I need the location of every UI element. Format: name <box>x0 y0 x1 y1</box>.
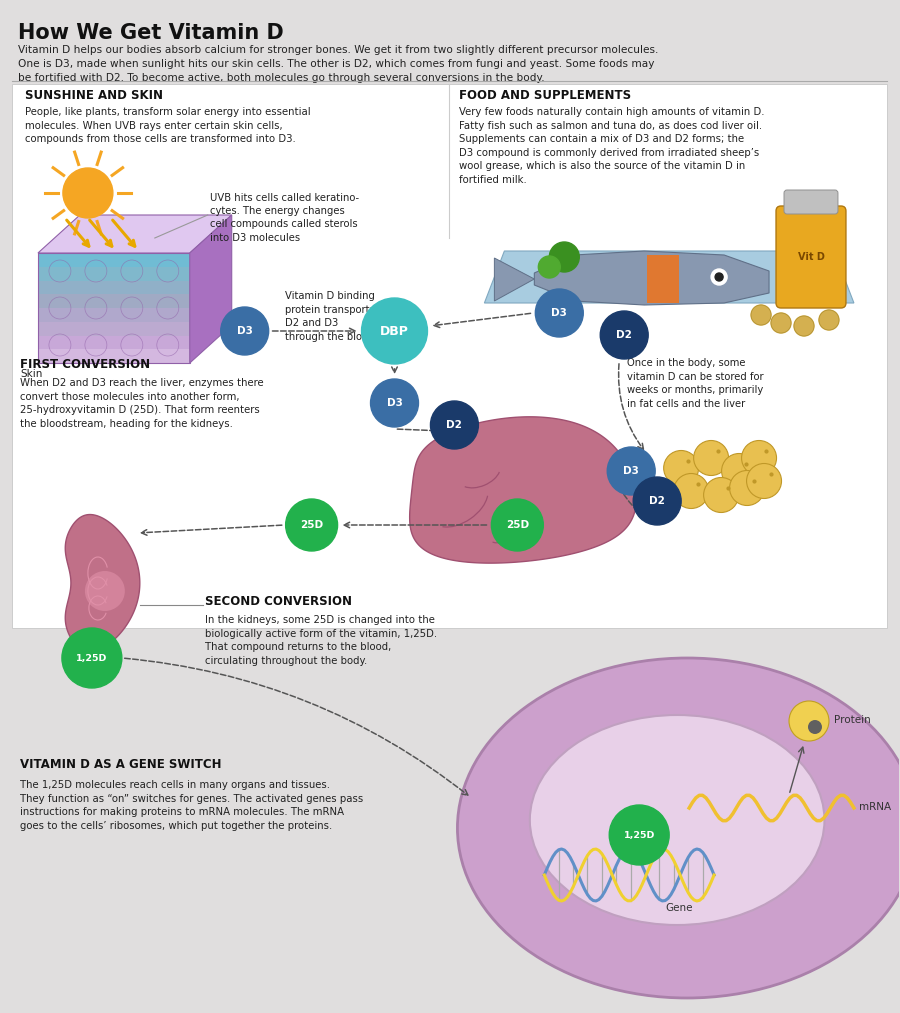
Ellipse shape <box>530 715 824 925</box>
Text: 25D: 25D <box>300 520 323 530</box>
Text: Vit D: Vit D <box>797 252 824 262</box>
Polygon shape <box>38 308 190 322</box>
Text: Very few foods naturally contain high amounts of vitamin D.
Fatty fish such as s: Very few foods naturally contain high am… <box>459 107 765 185</box>
Circle shape <box>716 272 723 281</box>
Circle shape <box>747 464 781 498</box>
Circle shape <box>771 313 791 333</box>
Circle shape <box>808 720 822 734</box>
Text: 25D: 25D <box>506 520 529 530</box>
Circle shape <box>549 242 580 272</box>
Text: People, like plants, transform solar energy into essential
molecules. When UVB r: People, like plants, transform solar ene… <box>25 107 310 144</box>
Text: How We Get Vitamin D: How We Get Vitamin D <box>18 23 284 43</box>
Text: D3: D3 <box>552 308 567 318</box>
Polygon shape <box>38 281 190 294</box>
Polygon shape <box>38 349 190 363</box>
Text: Vitamin D helps our bodies absorb calcium for stronger bones. We get it from two: Vitamin D helps our bodies absorb calciu… <box>18 45 659 83</box>
Circle shape <box>752 305 771 325</box>
Polygon shape <box>38 335 190 349</box>
Circle shape <box>608 447 655 495</box>
FancyBboxPatch shape <box>776 206 846 308</box>
Circle shape <box>491 499 544 551</box>
Circle shape <box>634 477 681 525</box>
Polygon shape <box>38 322 190 335</box>
Circle shape <box>711 269 727 285</box>
Polygon shape <box>38 266 190 281</box>
Circle shape <box>538 256 561 278</box>
Circle shape <box>536 289 583 337</box>
Text: In the kidneys, some 25D is changed into the
biologically active form of the vit: In the kidneys, some 25D is changed into… <box>204 615 436 666</box>
Text: The 1,25D molecules reach cells in many organs and tissues.
They function as “on: The 1,25D molecules reach cells in many … <box>20 780 364 831</box>
Circle shape <box>430 401 479 449</box>
Text: Gene: Gene <box>665 903 693 913</box>
Text: D3: D3 <box>237 326 253 336</box>
Circle shape <box>704 477 739 513</box>
Circle shape <box>722 454 757 488</box>
Text: D2: D2 <box>616 330 632 340</box>
Text: FOOD AND SUPPLEMENTS: FOOD AND SUPPLEMENTS <box>459 89 632 102</box>
Text: mRNA: mRNA <box>859 802 891 812</box>
Text: SECOND CONVERSION: SECOND CONVERSION <box>204 595 352 608</box>
Text: Vitamin D binding
protein transports
D2 and D3
through the blood: Vitamin D binding protein transports D2 … <box>284 291 374 341</box>
Text: When D2 and D3 reach the liver, enzymes there
convert those molecules into anoth: When D2 and D3 reach the liver, enzymes … <box>20 378 264 428</box>
FancyBboxPatch shape <box>12 84 886 628</box>
Circle shape <box>371 379 418 427</box>
Text: 1,25D: 1,25D <box>76 653 108 663</box>
Text: FIRST CONVERSION: FIRST CONVERSION <box>20 358 150 371</box>
Text: D2: D2 <box>446 420 463 430</box>
FancyBboxPatch shape <box>784 190 838 214</box>
Circle shape <box>742 441 777 475</box>
Polygon shape <box>647 255 680 303</box>
Text: D3: D3 <box>387 398 402 408</box>
Polygon shape <box>535 251 769 305</box>
Polygon shape <box>38 215 231 253</box>
Circle shape <box>794 316 814 336</box>
Circle shape <box>694 441 729 475</box>
Circle shape <box>600 311 648 359</box>
Polygon shape <box>38 294 190 308</box>
Circle shape <box>789 701 829 741</box>
Circle shape <box>362 298 428 364</box>
Circle shape <box>285 499 338 551</box>
Text: D2: D2 <box>649 496 665 506</box>
Text: Skin: Skin <box>20 369 42 379</box>
Polygon shape <box>38 253 190 266</box>
Circle shape <box>663 451 698 485</box>
Text: Once in the body, some
vitamin D can be stored for
weeks or months, primarily
in: Once in the body, some vitamin D can be … <box>627 358 764 409</box>
Circle shape <box>220 307 269 355</box>
Circle shape <box>730 470 764 505</box>
Circle shape <box>609 805 670 865</box>
Text: 1,25D: 1,25D <box>624 831 655 840</box>
Polygon shape <box>484 251 854 303</box>
Polygon shape <box>66 515 140 651</box>
Text: VITAMIN D AS A GENE SWITCH: VITAMIN D AS A GENE SWITCH <box>20 758 221 771</box>
Circle shape <box>674 473 708 509</box>
Circle shape <box>63 168 112 218</box>
Text: UVB hits cells called keratino-
cytes. The energy changes
cell compounds called : UVB hits cells called keratino- cytes. T… <box>210 193 359 242</box>
Text: Protein: Protein <box>834 715 870 725</box>
Text: D3: D3 <box>624 466 639 476</box>
Polygon shape <box>410 416 636 563</box>
Polygon shape <box>190 215 231 363</box>
Polygon shape <box>494 258 535 301</box>
Circle shape <box>819 310 839 330</box>
Circle shape <box>62 628 122 688</box>
Text: SUNSHINE AND SKIN: SUNSHINE AND SKIN <box>25 89 163 102</box>
Ellipse shape <box>457 658 900 998</box>
Text: DBP: DBP <box>380 324 409 337</box>
Circle shape <box>85 571 125 611</box>
